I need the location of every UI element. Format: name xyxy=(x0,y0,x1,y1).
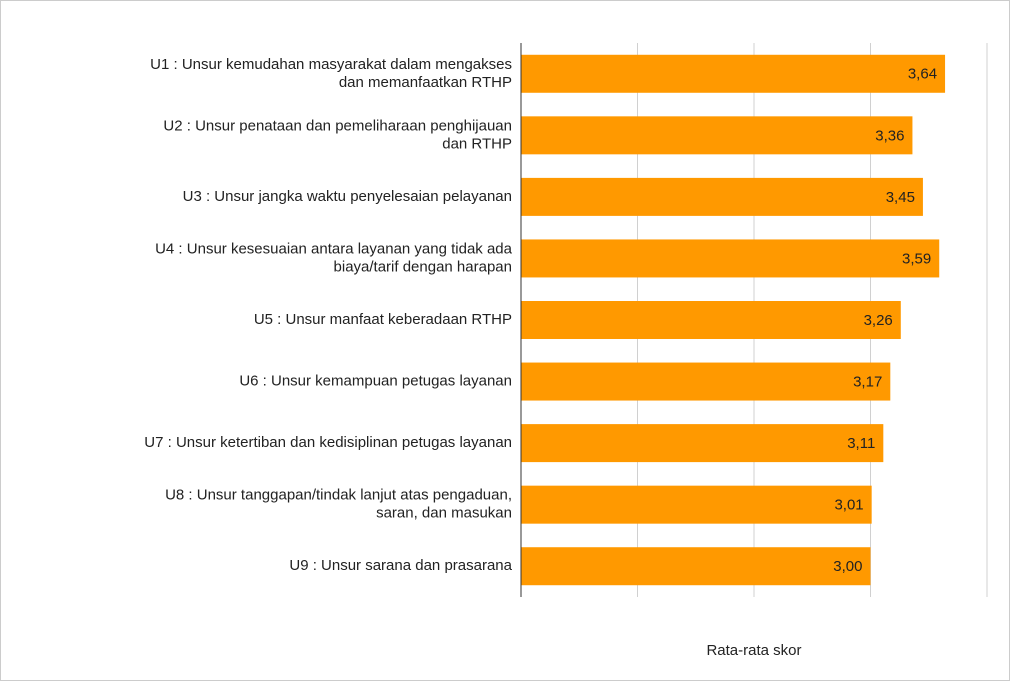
bar xyxy=(521,362,891,401)
bar xyxy=(521,54,946,93)
data-label: 3,45 xyxy=(886,189,915,206)
bar xyxy=(521,424,884,463)
bar xyxy=(521,547,871,586)
y-tick-label: U4 : Unsur kesesuaian antara layanan yan… xyxy=(155,240,513,275)
data-label: 3,01 xyxy=(834,497,863,514)
bar xyxy=(521,239,940,278)
data-label: 3,59 xyxy=(902,250,931,267)
data-label: 3,17 xyxy=(853,374,882,391)
data-label: 3,64 xyxy=(908,66,937,83)
y-tick-label: U8 : Unsur tanggapan/tindak lanjut atas … xyxy=(165,487,512,522)
y-tick-label: U2 : Unsur penataan dan pemeliharaan pen… xyxy=(163,117,512,152)
y-tick-label: U6 : Unsur kemampuan petugas layanan xyxy=(239,373,512,390)
y-tick-label: U5 : Unsur manfaat keberadaan RTHP xyxy=(254,311,512,328)
y-tick-label: U9 : Unsur sarana dan prasarana xyxy=(289,557,512,574)
bar xyxy=(521,301,901,339)
bar xyxy=(521,485,872,524)
y-tick-label: U3 : Unsur jangka waktu penyelesaian pel… xyxy=(183,188,512,205)
bar xyxy=(521,116,913,155)
bar xyxy=(521,177,923,216)
y-tick-label: U7 : Unsur ketertiban dan kedisiplinan p… xyxy=(144,434,512,451)
data-label: 3,11 xyxy=(847,435,875,452)
data-label: 3,26 xyxy=(864,312,893,329)
x-axis-label: Rata-rata skor xyxy=(706,642,801,659)
y-tick-label: U1 : Unsur kemudahan masyarakat dalam me… xyxy=(150,56,512,91)
data-label: 3,36 xyxy=(875,127,904,144)
data-label: 3,00 xyxy=(833,558,862,575)
